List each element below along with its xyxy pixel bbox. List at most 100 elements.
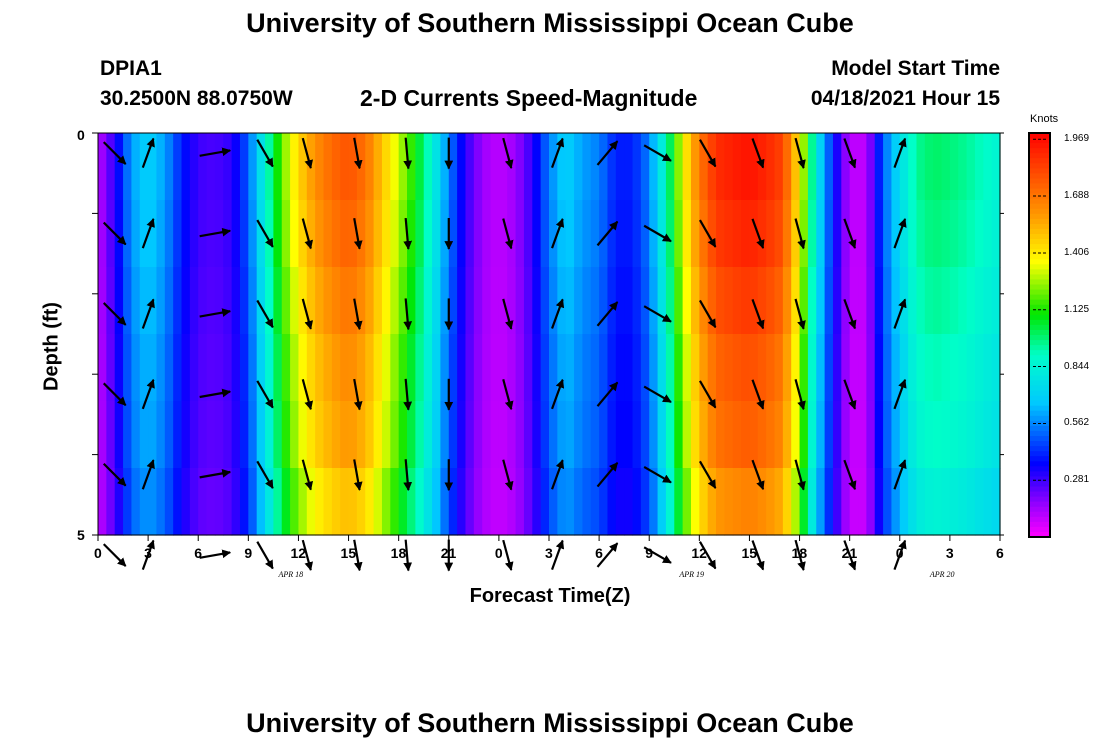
colorbar-segment [1029,234,1050,240]
heatmap-cell [807,267,817,335]
heatmap-cell [331,401,341,469]
heatmap-cell [523,334,533,402]
heatmap-cell [908,133,918,201]
heatmap-cell [114,133,124,201]
heatmap-cell [281,401,291,469]
heatmap-cell [131,334,141,402]
heatmap-cell [741,334,751,402]
heatmap-cell [590,133,600,201]
current-vector-arrow [751,298,765,330]
heatmap-cell [106,334,116,402]
heatmap-cell [532,468,542,536]
heatmap-cell [557,468,567,536]
heatmap-cell [540,401,550,469]
heatmap-cell [983,133,993,201]
heatmap-cell [924,200,934,268]
colorbar-segment [1029,198,1050,205]
colorbar-segment [1029,496,1050,503]
heatmap-cell [615,200,625,268]
heatmap-cell [173,401,183,469]
current-vector-arrow [893,459,907,490]
heatmap-cell [690,401,700,469]
heatmap-cell [933,267,943,335]
heatmap-cell [532,133,542,201]
heatmap-cell [557,334,567,402]
heatmap-cell [799,334,809,402]
heatmap-cell [899,401,909,469]
heatmap-cell [665,401,675,469]
heatmap-cell [974,401,984,469]
colorbar-segment [1029,441,1050,447]
heatmap-cell [983,468,993,536]
heatmap-cell [173,334,183,402]
heatmap-cell [532,200,542,268]
heatmap-cell [281,267,291,335]
heatmap-cell [298,200,308,268]
current-vector-arrow [353,137,363,170]
heatmap-cell [916,468,926,536]
current-vector-arrow [751,540,765,571]
heatmap-cell [231,200,241,268]
current-vector-arrow [794,298,806,330]
colorbar-segment [1029,400,1050,407]
heatmap-cell [457,200,467,268]
heatmap-cell [841,200,851,268]
current-vector-arrow [551,298,565,329]
heatmap-cell [690,468,700,536]
heatmap-cell [340,468,350,536]
heatmap-cell [465,200,475,268]
heatmap-cell [156,267,166,335]
heatmap-cell [290,334,300,402]
heatmap-cell [883,267,893,335]
heatmap-cell [916,200,926,268]
heatmap-cell [816,267,826,335]
heatmap-cell [665,200,675,268]
heatmap-cell [599,200,609,268]
heatmap-cell [189,334,199,402]
heatmap-cell [281,468,291,536]
colorbar-segment [1029,173,1050,180]
colorbar-segment [1029,375,1050,382]
heatmap-cell [465,468,475,536]
heatmap-cell [707,267,717,335]
heatmap-cell [749,468,759,536]
heatmap-cell [716,468,725,536]
heatmap-cell [699,334,709,402]
heatmap-cell [632,468,642,536]
heatmap-cell [791,133,801,201]
heatmap-cell [423,133,433,201]
heatmap-cell [139,200,149,268]
heatmap-cell [214,468,224,536]
heatmap-cell [849,468,859,536]
heatmap-cell [590,401,600,469]
heatmap-cell [248,468,258,536]
heatmap-cell [624,200,634,268]
heatmap-cell [924,468,934,536]
current-vector-arrow [551,137,565,169]
colorbar-segment [1029,218,1050,225]
heatmap-cell [290,401,300,469]
heatmap-cell [590,267,600,335]
heatmap-cell [891,200,901,268]
heatmap-cell [131,133,141,201]
heatmap-cell [849,401,859,469]
heatmap-cell [373,133,383,201]
heatmap-cell [883,334,893,402]
heatmap-cell [832,401,842,469]
colorbar-segment [1029,385,1050,392]
heatmap-cell [123,267,133,335]
colorbar-segment [1029,486,1050,493]
colorbar-segment [1029,153,1050,159]
heatmap-cell [473,200,483,268]
colorbar-frame [1028,132,1051,538]
heatmap-cell [816,468,826,536]
heatmap-cell [657,133,667,201]
x-tick-label: 0 [895,545,904,561]
current-vector-arrow [502,298,514,330]
heatmap-cell [148,200,158,268]
colorbar-segment [1029,390,1050,397]
heatmap-cell [432,200,442,268]
current-vector-arrow [643,224,672,243]
heatmap-cell [256,133,266,201]
heatmap-cell [649,267,659,335]
